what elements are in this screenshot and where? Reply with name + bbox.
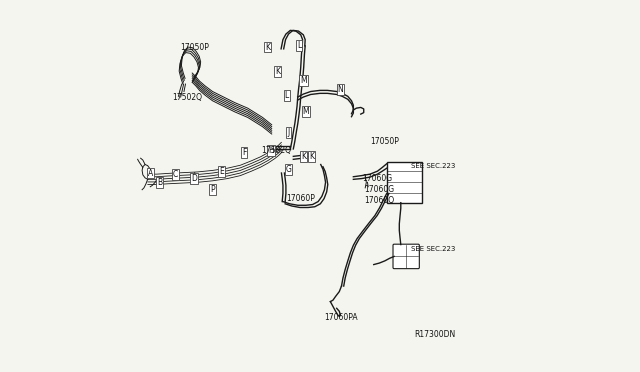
FancyBboxPatch shape (393, 244, 419, 269)
Text: N: N (337, 85, 343, 94)
Text: 17502Q: 17502Q (172, 93, 202, 102)
Text: L: L (297, 41, 301, 50)
Text: R17300DN: R17300DN (415, 330, 456, 339)
Text: G: G (285, 165, 291, 174)
Text: K: K (301, 152, 306, 161)
Text: 17060G: 17060G (363, 174, 393, 183)
Text: K: K (275, 67, 280, 76)
Text: D: D (191, 174, 197, 183)
Text: B: B (157, 178, 163, 187)
Text: H: H (268, 146, 274, 155)
Text: 17050P: 17050P (370, 137, 399, 146)
Text: F: F (242, 148, 246, 157)
Text: SEE SEC.223: SEE SEC.223 (411, 246, 455, 252)
Text: P: P (210, 185, 215, 194)
Text: 17502Q: 17502Q (262, 146, 291, 155)
Text: 17060PA: 17060PA (324, 313, 357, 322)
Bar (387, 162, 422, 203)
Text: K: K (265, 42, 270, 51)
Text: 17060Q: 17060Q (364, 196, 395, 205)
Text: L: L (285, 91, 289, 100)
Text: J: J (287, 128, 290, 137)
Text: M: M (300, 76, 307, 85)
Text: C: C (173, 170, 178, 179)
Text: 17060P: 17060P (286, 195, 315, 203)
Text: SEE SEC.223: SEE SEC.223 (411, 163, 455, 169)
Text: 17060G: 17060G (364, 185, 395, 194)
Text: 17050P: 17050P (180, 42, 209, 51)
Text: M: M (303, 108, 309, 116)
Text: A: A (148, 169, 153, 177)
Text: E: E (220, 167, 224, 176)
Text: K: K (309, 152, 314, 161)
